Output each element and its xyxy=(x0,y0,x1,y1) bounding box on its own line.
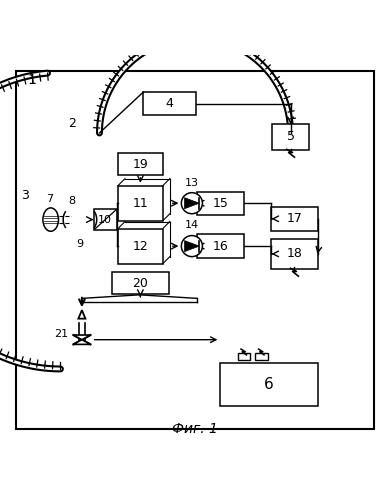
Bar xyxy=(272,124,309,150)
Text: 7: 7 xyxy=(46,194,53,204)
Text: 16: 16 xyxy=(213,240,228,252)
Bar xyxy=(220,363,318,406)
Bar xyxy=(118,186,163,221)
Text: 6: 6 xyxy=(264,377,274,392)
Circle shape xyxy=(181,236,202,256)
Bar xyxy=(112,272,168,294)
Text: Фиг. 1: Фиг. 1 xyxy=(172,422,218,436)
Text: 12: 12 xyxy=(133,240,148,252)
Text: 4: 4 xyxy=(166,98,174,110)
Ellipse shape xyxy=(43,208,58,232)
Text: 15: 15 xyxy=(213,196,228,209)
Text: 1: 1 xyxy=(27,72,36,86)
Bar xyxy=(118,228,163,264)
Polygon shape xyxy=(184,198,199,208)
Text: 20: 20 xyxy=(133,276,148,289)
Bar xyxy=(197,192,244,215)
Text: 9: 9 xyxy=(76,239,83,249)
Polygon shape xyxy=(184,240,199,252)
Bar xyxy=(255,353,268,360)
Text: 2: 2 xyxy=(68,117,76,130)
Bar xyxy=(118,154,163,175)
Polygon shape xyxy=(73,335,90,340)
Bar xyxy=(271,240,318,268)
Bar xyxy=(94,209,117,231)
Text: 10: 10 xyxy=(98,214,112,224)
Bar xyxy=(238,353,250,360)
Text: 19: 19 xyxy=(133,158,148,170)
Bar xyxy=(144,92,196,116)
FancyBboxPatch shape xyxy=(16,70,374,430)
Text: 17: 17 xyxy=(287,212,302,226)
Polygon shape xyxy=(73,340,90,344)
Text: 21: 21 xyxy=(54,329,68,339)
Bar xyxy=(271,207,318,231)
Text: 5: 5 xyxy=(287,130,294,143)
Text: 14: 14 xyxy=(185,220,199,230)
Text: 8: 8 xyxy=(69,196,76,206)
Text: 3: 3 xyxy=(21,189,29,202)
Bar xyxy=(197,234,244,258)
Text: 13: 13 xyxy=(185,178,199,188)
Text: 11: 11 xyxy=(133,196,148,209)
Text: 18: 18 xyxy=(287,248,302,260)
Circle shape xyxy=(181,192,202,214)
